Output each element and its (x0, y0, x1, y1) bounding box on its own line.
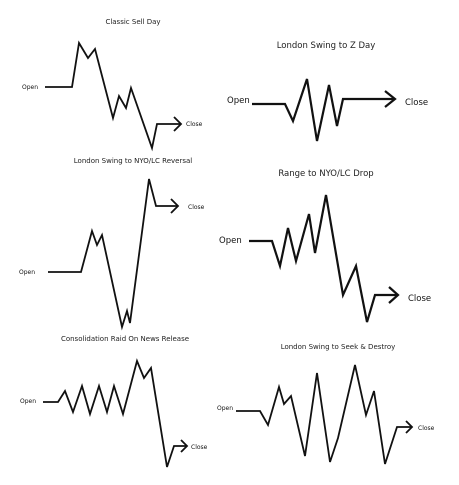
price-path (249, 194, 398, 323)
panel-london-swing-to-seek-and-destroy: London Swing to Seek & Destroy Open Clos… (217, 343, 435, 465)
panel-consolidation-raid-on-news-release: Consolidation Raid On News Release Open … (20, 335, 208, 468)
price-path (48, 178, 178, 331)
panel-title: London Swing to NYO/LC Reversal (74, 157, 192, 165)
panel-title: Classic Sell Day (105, 18, 160, 26)
close-label: Close (418, 425, 435, 432)
panel-title: Range to NYO/LC Drop (278, 169, 373, 179)
close-label: Close (186, 121, 203, 128)
price-path (43, 358, 187, 468)
close-arrowhead (405, 420, 414, 434)
price-path (252, 78, 395, 142)
close-arrowhead (170, 198, 180, 214)
close-label: Close (408, 294, 431, 304)
open-label: Open (227, 96, 250, 106)
panel-classic-sell-day: Classic Sell Day Open Close (22, 18, 203, 152)
open-label: Open (20, 398, 36, 405)
close-arrowhead (180, 439, 189, 453)
open-label: Open (217, 405, 233, 412)
close-label: Close (191, 444, 208, 451)
panel-title: London Swing to Seek & Destroy (281, 343, 396, 351)
panel-london-swing-to-z-day: London Swing to Z Day Open Close (227, 41, 428, 142)
close-arrowhead (388, 286, 400, 304)
price-path (236, 364, 412, 465)
price-path (45, 40, 181, 152)
panel-title: London Swing to Z Day (277, 41, 376, 51)
close-label: Close (405, 98, 428, 108)
close-arrowhead (384, 90, 397, 108)
open-label: Open (219, 236, 242, 246)
open-label: Open (22, 84, 38, 91)
panel-range-to-nyo-lc-drop: Range to NYO/LC Drop Open Close (219, 169, 431, 323)
panel-london-swing-to-nyo-lc-reversal: London Swing to NYO/LC Reversal Open Clo… (19, 157, 205, 331)
open-label: Open (19, 269, 35, 276)
close-label: Close (188, 204, 205, 211)
panel-title: Consolidation Raid On News Release (61, 335, 189, 343)
close-arrowhead (173, 116, 183, 132)
